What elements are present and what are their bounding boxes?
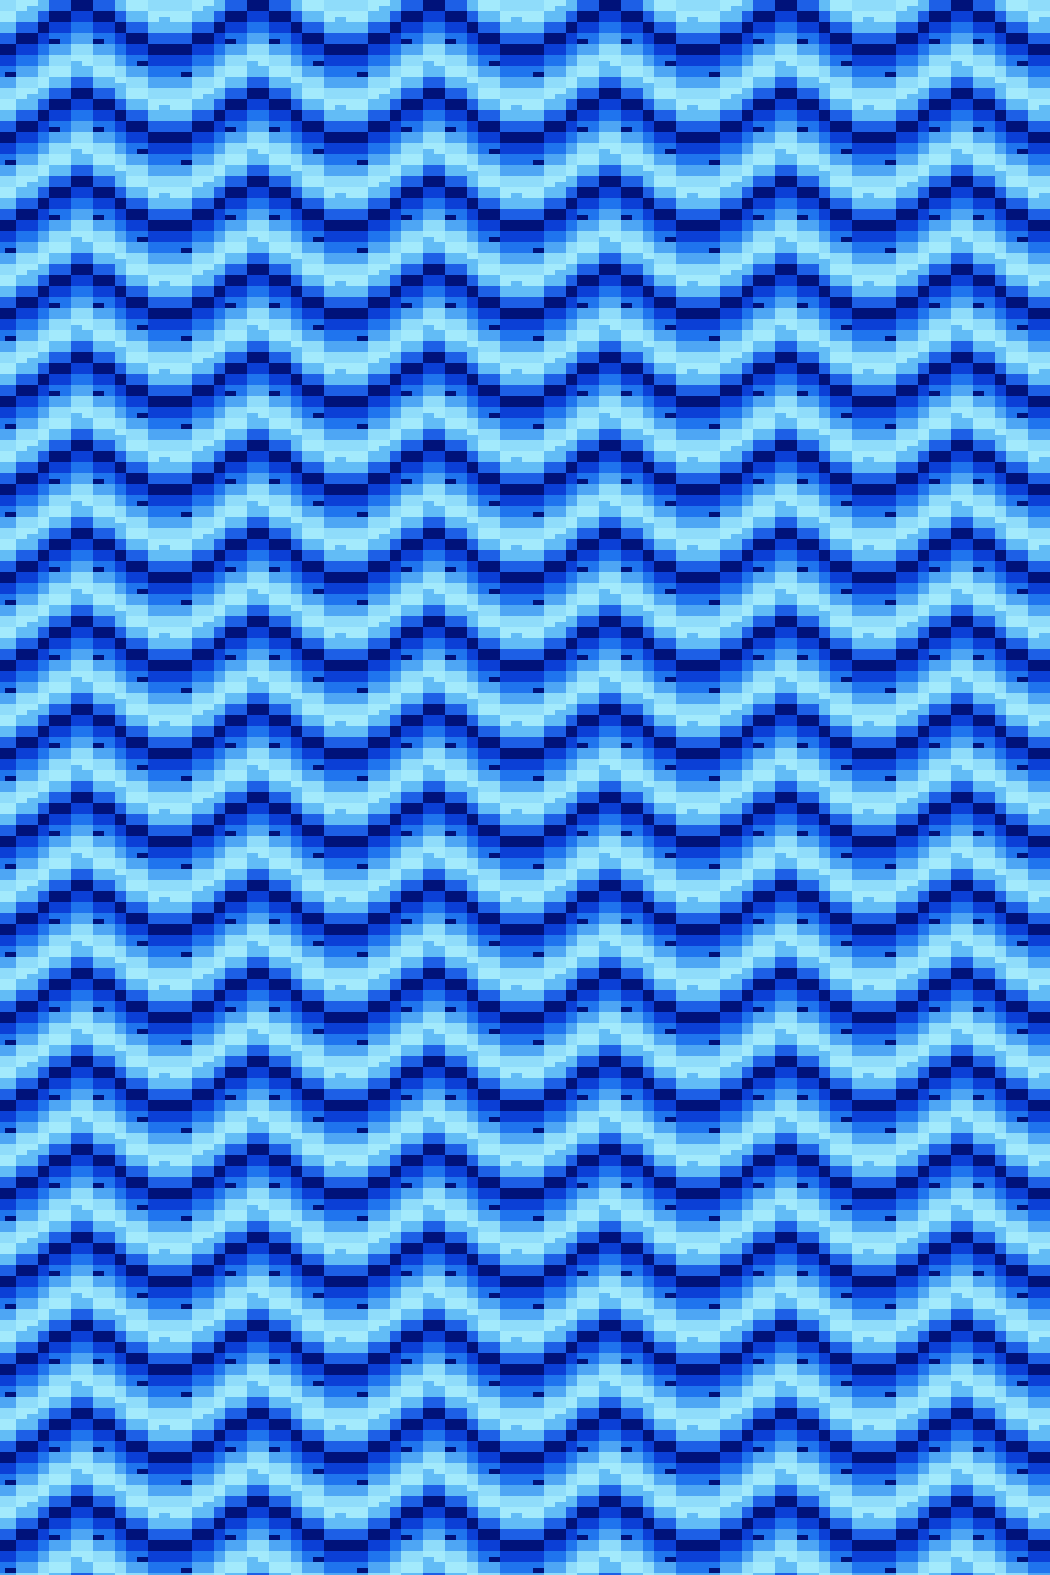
page: (() => { const data = JSON.parse(documen… xyxy=(0,0,1050,1575)
bargello-pattern xyxy=(0,0,1050,1575)
pattern-fill xyxy=(0,0,1050,1575)
